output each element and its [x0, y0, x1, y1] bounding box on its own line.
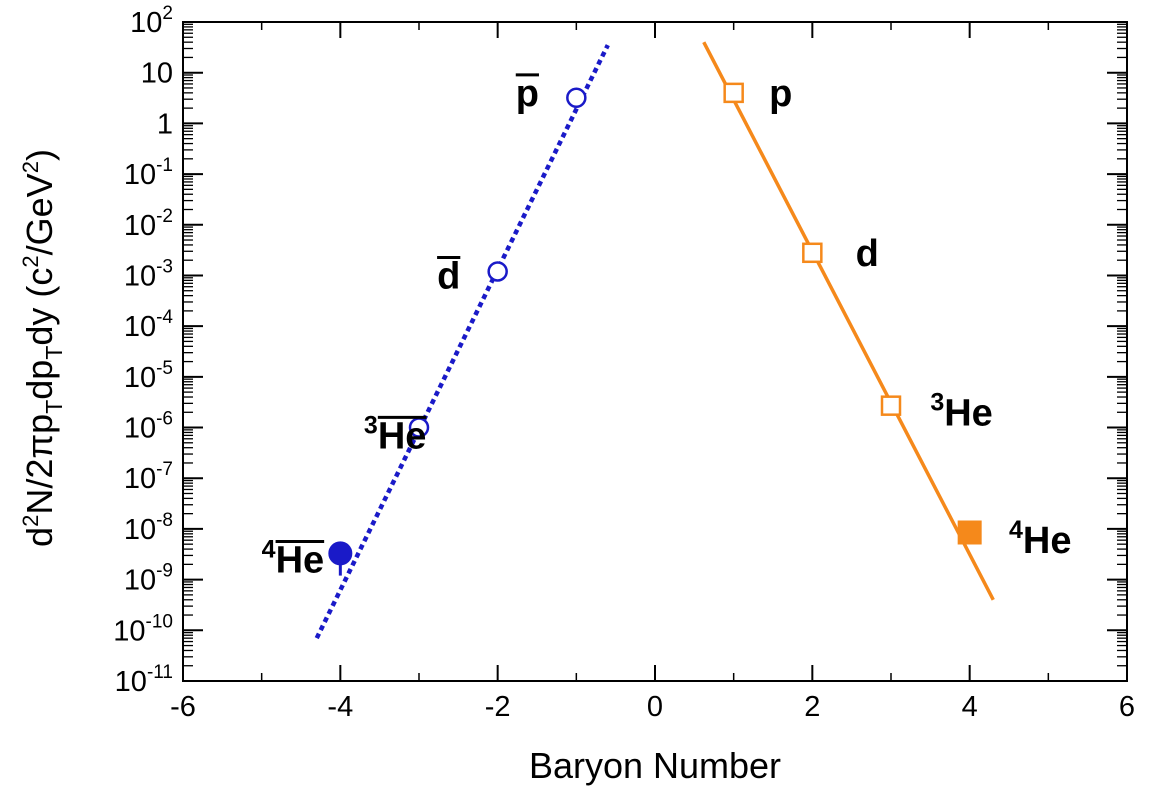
- antimatter-point: [487, 261, 508, 282]
- y-tick-label: 10-4: [124, 307, 174, 343]
- x-tick-label: 0: [647, 691, 663, 723]
- particle-label: p: [769, 73, 792, 115]
- y-tick-label: 1: [157, 108, 173, 140]
- fit-lines: [314, 41, 995, 640]
- particle-label: d: [437, 255, 460, 297]
- antimatter-point: [328, 541, 353, 566]
- y-tick-label: 10-1: [124, 155, 173, 191]
- x-axis-title: Baryon Number: [529, 745, 781, 786]
- y-tick-label: 10-3: [124, 256, 173, 292]
- y-tick-label: 10-9: [124, 561, 173, 597]
- x-tick-label: -6: [170, 691, 196, 723]
- data-points: [328, 82, 982, 576]
- matter-fit-line: [702, 41, 995, 601]
- x-tick-label: 6: [1119, 691, 1135, 723]
- matter-point: [880, 395, 902, 416]
- matter-point: [802, 242, 823, 264]
- major-ticks: [182, 21, 1128, 682]
- particle-label: 4He: [262, 535, 324, 581]
- y-tick-label: 10-10: [113, 611, 173, 647]
- particle-label: 3He: [930, 388, 992, 434]
- particle-label: 3He: [364, 411, 426, 457]
- y-tick-label: 10-11: [115, 662, 173, 698]
- minor-ticks: [183, 22, 1127, 681]
- x-tick-label: -2: [485, 691, 511, 723]
- x-tick-label: 2: [804, 691, 820, 723]
- x-tick-labels: -6 -4 -2 0 2 4 6: [170, 691, 1135, 723]
- antimatter-fit-line: [314, 44, 610, 640]
- y-tick-label: 10: [141, 58, 173, 90]
- particle-labels: p d 3He 4He p d 3He 4He: [262, 73, 1072, 582]
- y-tick-label: 10-5: [124, 358, 173, 394]
- y-tick-labels: 10-1110-1010-910-810-710-610-510-410-310…: [113, 3, 173, 698]
- y-tick-label: 10-6: [124, 409, 173, 445]
- particle-label: d: [856, 233, 879, 275]
- particle-label: 4He: [1009, 516, 1071, 562]
- particle-label: p: [516, 73, 539, 115]
- x-tick-label: 4: [962, 691, 978, 723]
- y-tick-label: 10-8: [124, 510, 173, 546]
- matter-point: [723, 82, 744, 104]
- y-tick-label: 10-7: [124, 459, 173, 495]
- y-tick-label: 102: [130, 3, 173, 39]
- x-tick-label: -4: [327, 691, 353, 723]
- matter-point: [957, 520, 982, 545]
- y-tick-label: 10-2: [124, 206, 173, 242]
- antimatter-point: [566, 87, 587, 109]
- y-axis-title: d2N/2πpTdpTdy (c2/GeV2): [18, 149, 67, 547]
